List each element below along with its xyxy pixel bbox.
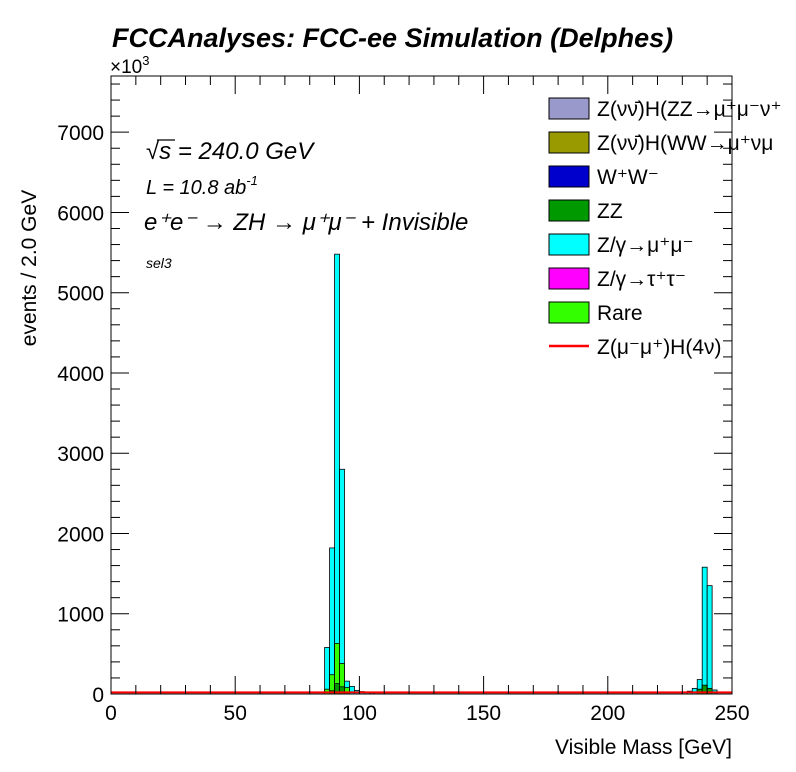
- legend-label: Rare: [597, 302, 643, 325]
- legend-swatch: [548, 267, 590, 290]
- luminosity-label: L = 10.8 ab-1: [146, 173, 258, 199]
- legend-label: W⁺W⁻: [597, 166, 659, 189]
- y-tick-label: 7000: [57, 122, 104, 145]
- legend: Z(νν̄)H(ZZ→μ⁺μ⁻ν⁺ Z(νν̄)H(WW→μ⁺νμ W⁺W⁻ ZZ Z/…: [548, 97, 782, 359]
- y-tick-label: 4000: [57, 363, 104, 386]
- legend-label: Z/γ→μ⁺μ⁻: [597, 234, 694, 257]
- plot-frame: [110, 75, 733, 695]
- y-multiplier: ×103: [110, 53, 149, 78]
- legend-label: Z(μ⁻μ⁺)H(4ν): [597, 336, 722, 359]
- histogram-bar: [339, 468, 345, 695]
- legend-swatch: [548, 199, 590, 222]
- legend-swatch: [548, 233, 590, 256]
- y-tick-label: 3000: [57, 443, 104, 466]
- y-tick-label: 6000: [57, 202, 104, 225]
- x-tick-label: 250: [714, 702, 749, 725]
- selection-label: sel3: [146, 255, 172, 271]
- histogram-bar: [324, 647, 330, 695]
- legend-swatch: [548, 165, 590, 188]
- annotation-block: √s = 240.0 GeV L = 10.8 ab-1 e⁺e⁻ → ZH →…: [144, 138, 468, 271]
- legend-label: ZZ: [597, 200, 623, 223]
- y-tick-label: 5000: [57, 283, 104, 306]
- x-axis-label: Visible Mass [GeV]: [555, 736, 732, 759]
- legend-label: Z/γ→τ⁺τ⁻: [597, 268, 686, 291]
- legend-swatch: [548, 301, 590, 324]
- histogram-bar: [706, 585, 713, 695]
- histogram-bar: [339, 686, 345, 695]
- axis-ticks: [110, 76, 733, 695]
- chart-title: FCCAnalyses: FCC-ee Simulation (Delphes): [112, 23, 673, 53]
- x-tick-label: 100: [342, 702, 377, 725]
- legend-swatch: [548, 131, 590, 154]
- x-tick-label: 150: [466, 702, 501, 725]
- x-tick-label: 200: [590, 702, 625, 725]
- histogram-bar: [334, 253, 340, 695]
- x-tick-label: 50: [224, 702, 247, 725]
- y-tick-labels: 0 1000 2000 3000 4000 5000 6000 7000: [57, 122, 104, 707]
- y-tick-label: 1000: [57, 604, 104, 627]
- x-tick-labels: 0 50 100 150 200 250: [105, 702, 749, 725]
- bars-layer: [324, 253, 718, 695]
- legend-label: Z(νν̄)H(ZZ→μ⁺μ⁻ν⁺: [597, 98, 782, 121]
- histogram-bar: [701, 566, 708, 695]
- sqrt-s-label: √s = 240.0 GeV: [146, 138, 315, 165]
- process-label: e⁺e⁻ → ZH → μ⁺μ⁻ + Invisible: [144, 209, 468, 236]
- x-tick-label: 0: [105, 702, 117, 725]
- legend-swatch: [548, 97, 590, 120]
- y-tick-label: 0: [92, 684, 104, 707]
- y-tick-label: 2000: [57, 523, 104, 546]
- legend-label: Z(νν̄)H(WW→μ⁺νμ: [597, 132, 773, 155]
- histogram-bar: [329, 547, 335, 695]
- y-axis-label: events / 2.0 GeV: [18, 190, 41, 346]
